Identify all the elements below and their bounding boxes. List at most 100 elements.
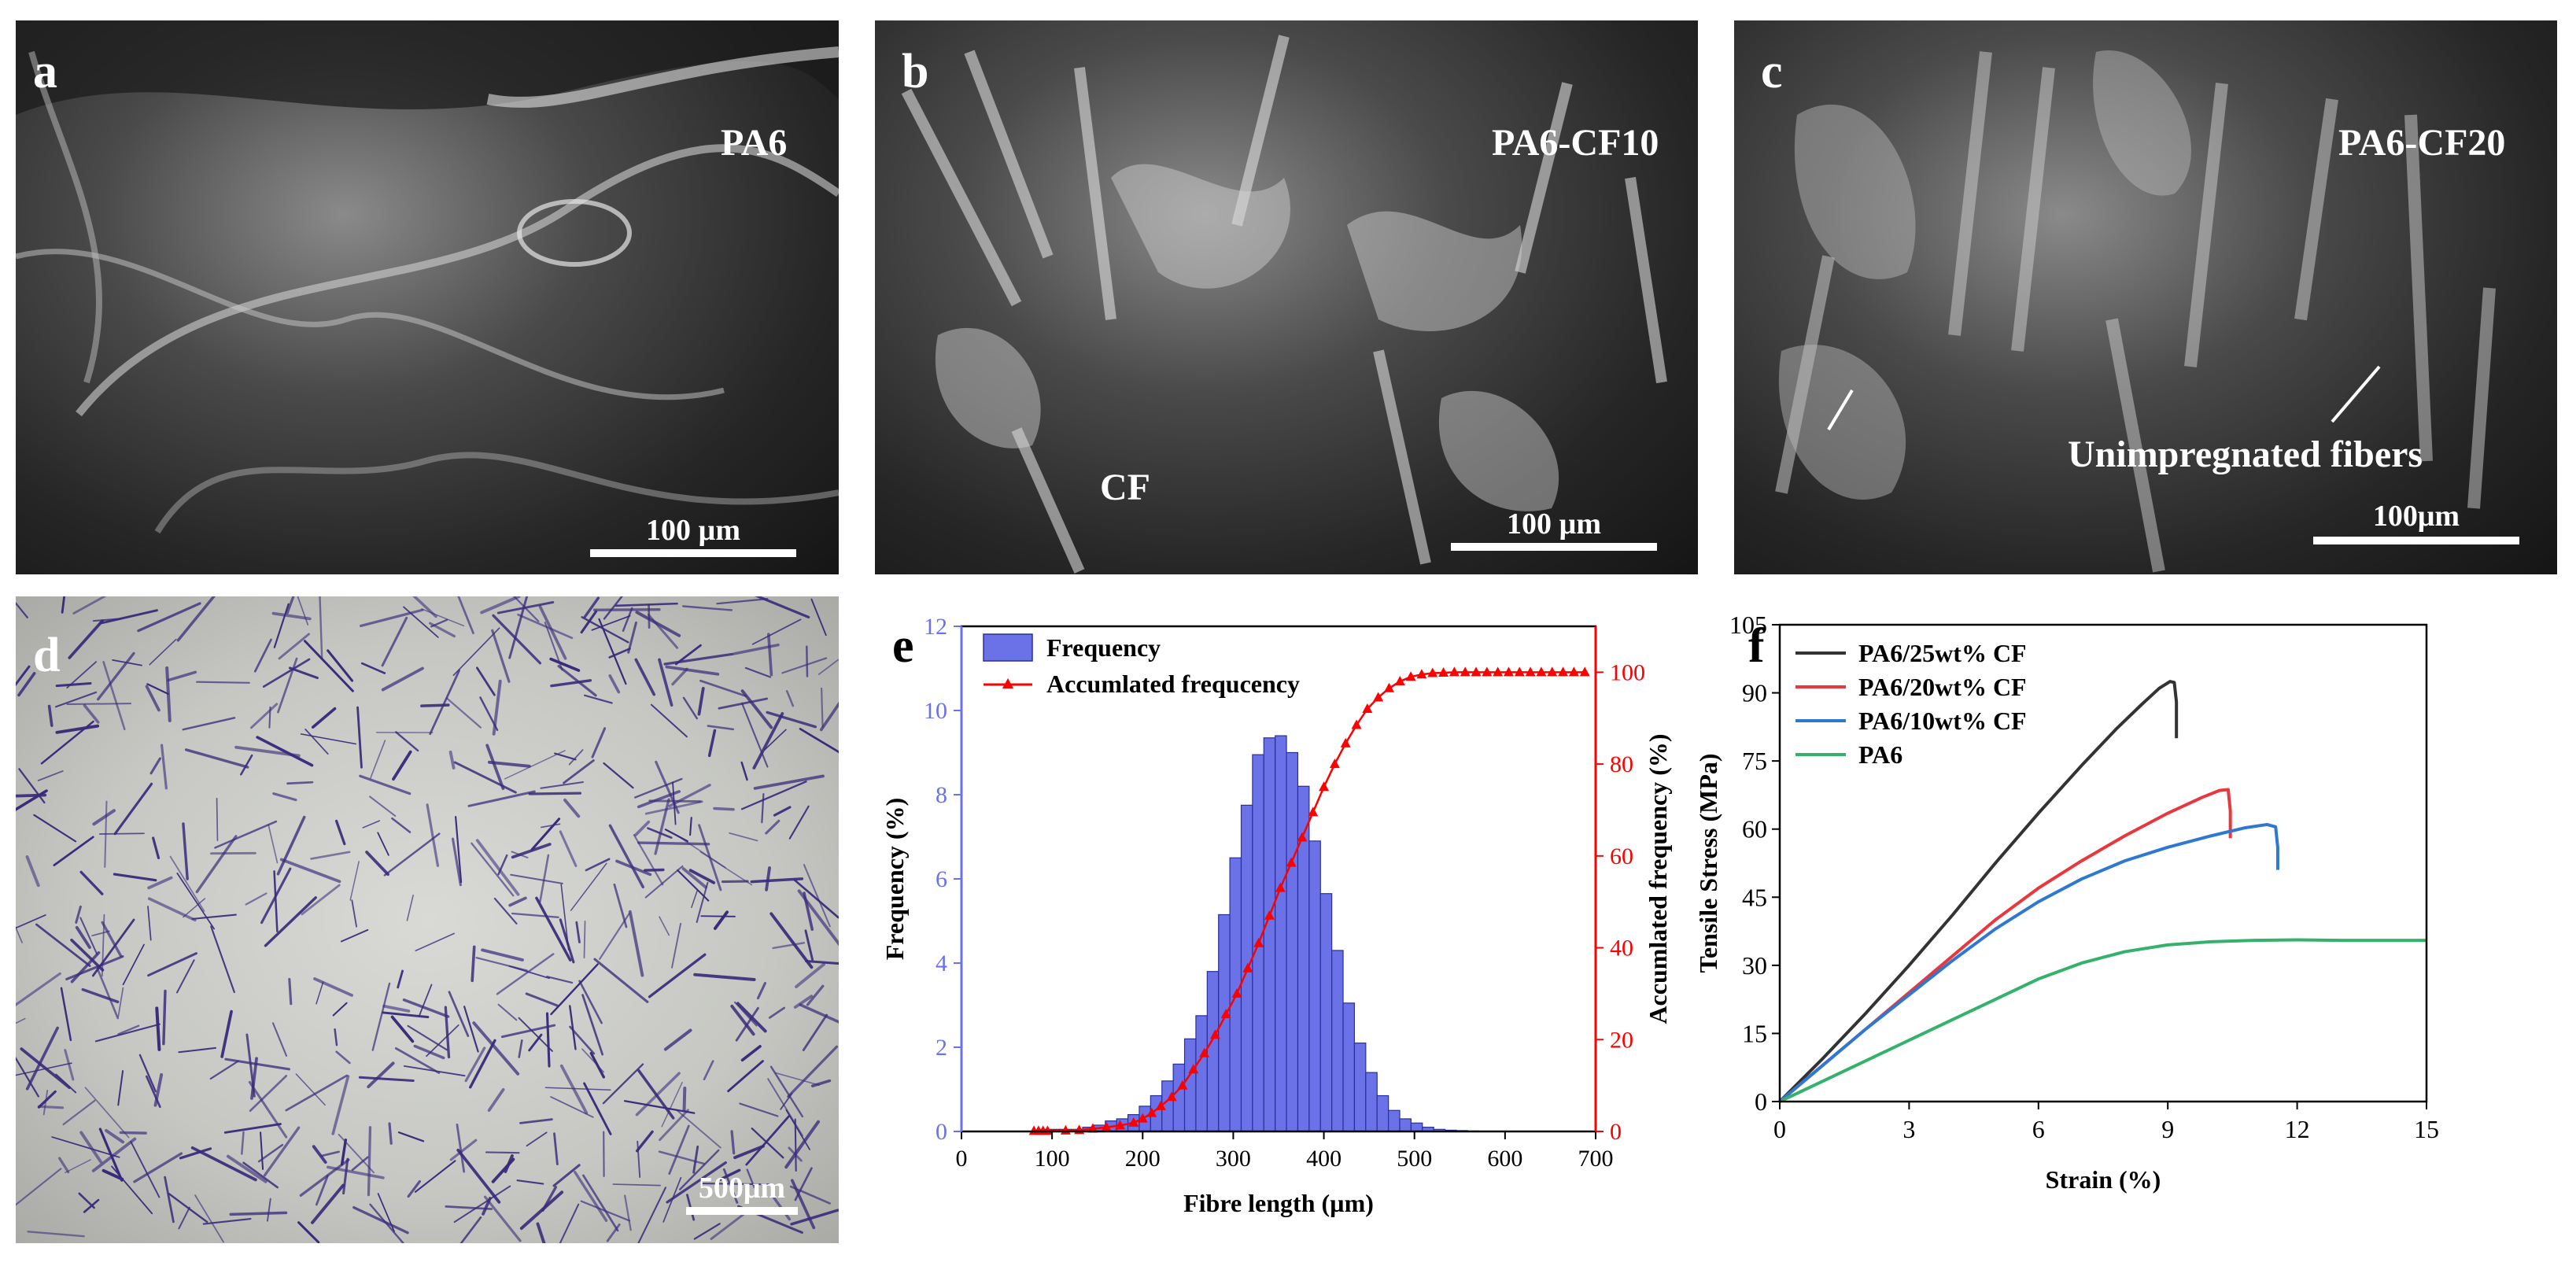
fibre-strand	[654, 798, 670, 855]
fibre-strand	[377, 1193, 395, 1233]
fibre-strand	[635, 1130, 654, 1153]
frequency-bar	[1388, 1109, 1401, 1132]
fibre-strand	[583, 596, 600, 618]
fibre-strand	[382, 1011, 430, 1019]
fibre-strand	[155, 1006, 161, 1051]
accumulated-marker	[1340, 737, 1351, 747]
frequency-bar	[1195, 1015, 1208, 1132]
fibre-strand	[268, 824, 279, 864]
fibre-strand	[485, 744, 505, 791]
fibre-strand	[493, 897, 518, 925]
fibre-strand	[544, 1087, 611, 1091]
fibre-strand	[453, 761, 517, 794]
fibre-strand	[559, 830, 578, 867]
fibre-strand	[663, 1028, 692, 1051]
x-tick-label: 0	[956, 1146, 968, 1172]
fibre-strand	[648, 953, 707, 998]
accumulated-marker	[1351, 719, 1362, 729]
y2-tick-label: 100	[1610, 659, 1645, 685]
fibre-strand	[286, 781, 314, 785]
fibre-strand	[113, 873, 157, 882]
fibre-strand	[805, 959, 839, 965]
fibre-strand	[111, 1165, 153, 1215]
panel-letter-a: a	[33, 45, 57, 98]
fibre-group	[16, 596, 839, 1243]
fibre-strand	[444, 1006, 451, 1059]
fibre-strand	[752, 712, 784, 770]
fibre-strand	[220, 1009, 233, 1058]
fibre-strand	[16, 601, 28, 618]
fibre-strand	[635, 1072, 681, 1117]
fibre-strand	[452, 627, 500, 677]
fibre-strand	[267, 1198, 271, 1222]
accumulated-marker	[1231, 987, 1242, 998]
fibre-strand	[644, 865, 684, 899]
fibre-strand	[64, 1049, 75, 1081]
fibre-strand	[178, 1046, 216, 1054]
fibre-strand	[713, 806, 735, 811]
accumulated-marker	[1209, 1029, 1220, 1039]
frequency-bar	[1319, 893, 1333, 1132]
fibre-strand	[37, 1105, 65, 1109]
fibre-strand	[681, 605, 733, 611]
fibre-strand	[585, 858, 611, 872]
fibre-strand	[575, 921, 581, 943]
fibre-strand	[471, 842, 515, 897]
plot-frame	[1778, 623, 2428, 1103]
fibre-strand	[145, 1075, 161, 1109]
scale-bar-b	[1451, 543, 1657, 551]
fibre-strand	[552, 1164, 581, 1187]
fibre-strand	[475, 839, 520, 896]
fibre-strand	[804, 929, 814, 961]
fibre-strand	[569, 1005, 577, 1050]
fibre-strand	[412, 596, 437, 618]
fibre-strand	[545, 1012, 551, 1068]
fibre-strand	[491, 629, 511, 683]
fibre-strand	[674, 644, 702, 666]
fibre-strand	[276, 815, 306, 876]
y-axis-title: Frequency (%)	[880, 798, 909, 960]
fibre-strand	[70, 950, 101, 984]
fibre-strand	[449, 1139, 478, 1161]
frequency-bar	[1399, 1118, 1412, 1132]
fibre-strand	[176, 596, 216, 642]
panel-letter-f: f	[1748, 619, 1765, 673]
fibre-strand	[403, 606, 439, 638]
fibre-length-chart: 0 100 200 300 400 500 600 700 0 2 4 6 8 10 12 0 20 40 60 80…	[865, 596, 1699, 1249]
fibre-strand	[224, 1057, 290, 1071]
panel-letter-b: b	[902, 45, 929, 98]
fibre-strand	[727, 1060, 764, 1093]
fibre-strand	[790, 1209, 839, 1226]
fibre-strand	[582, 1174, 619, 1232]
fibre-strand	[472, 1021, 520, 1076]
fibre-strand	[718, 697, 769, 710]
fibre-strand	[591, 615, 631, 631]
fibre-strand	[682, 696, 699, 720]
y2-tick-label: 20	[1610, 1027, 1633, 1053]
fibre-strand	[512, 596, 540, 622]
fibre-strand	[456, 1148, 501, 1204]
fibre-strand	[451, 837, 462, 887]
series-line	[1778, 822, 2279, 1103]
fibre-strand	[739, 1102, 779, 1117]
fibre-strand	[342, 1157, 349, 1195]
fibre-strand	[456, 1123, 466, 1173]
fibre-strand	[481, 948, 524, 961]
frequency-bar	[1342, 1002, 1356, 1132]
x-tick-label: 600	[1487, 1146, 1522, 1172]
fibre-strand	[301, 884, 341, 916]
fibre-strand	[650, 703, 688, 738]
fibre-strand	[546, 976, 574, 984]
fibre-strand	[785, 689, 795, 707]
accumulated-marker	[1460, 666, 1471, 677]
fibre-strand	[295, 1073, 326, 1106]
fibre-strand	[583, 1082, 612, 1135]
y-tick-label: 45	[1742, 883, 1767, 911]
fibre-strand	[469, 1039, 496, 1089]
fibre-strand	[591, 727, 607, 758]
fibre-strand	[511, 912, 559, 918]
fibre-strand	[810, 598, 827, 637]
fibre-strand	[692, 1145, 699, 1174]
fibre-strand	[769, 1065, 804, 1118]
x-tick-label: 300	[1216, 1146, 1251, 1172]
